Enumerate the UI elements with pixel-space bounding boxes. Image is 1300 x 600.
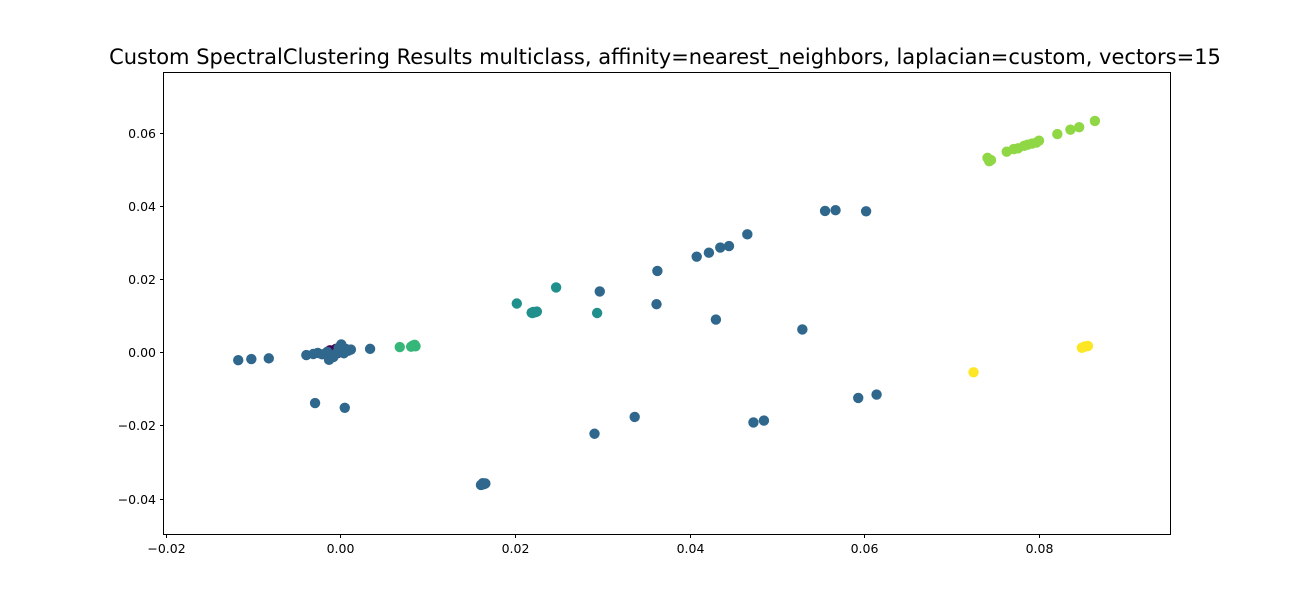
data-point — [985, 154, 997, 166]
data-point — [830, 205, 841, 216]
data-point — [1052, 128, 1063, 140]
data-point — [853, 392, 864, 404]
y-tick-label: 0.02 — [128, 272, 156, 287]
data-point — [527, 307, 538, 319]
y-tick-label: 0.06 — [128, 126, 156, 141]
chart-title: Custom SpectralClustering Results multic… — [109, 45, 1221, 70]
data-point — [715, 242, 726, 253]
data-point — [703, 247, 715, 258]
data-point — [651, 299, 662, 310]
y-tick-label: 0.04 — [128, 199, 156, 214]
data-point — [1065, 124, 1076, 135]
plot-frame — [163, 72, 1171, 535]
series-3 — [394, 339, 421, 353]
data-point — [475, 479, 487, 491]
x-axis: −0.02 0.00 0.02 0.04 0.06 0.08 — [147, 534, 1053, 556]
series-4 — [982, 115, 1101, 167]
x-tick-label: 0.00 — [327, 541, 355, 556]
x-tick-label: 0.02 — [502, 541, 530, 556]
data-point — [629, 411, 640, 423]
data-point — [710, 314, 722, 325]
data-point — [339, 402, 350, 413]
data-point — [394, 341, 405, 353]
x-tick-label: 0.08 — [1026, 541, 1054, 556]
data-point — [589, 428, 600, 439]
data-point — [345, 344, 357, 355]
data-point — [309, 397, 321, 409]
data-point — [1089, 115, 1101, 127]
data-point — [233, 355, 244, 366]
y-tick-label: −0.04 — [118, 492, 156, 507]
data-point — [871, 389, 882, 400]
x-tick-label: 0.06 — [851, 541, 879, 556]
data-point — [410, 341, 421, 352]
data-point — [591, 307, 603, 319]
data-point — [742, 229, 753, 240]
data-point — [968, 367, 979, 378]
data-point — [758, 415, 770, 426]
y-tick-label: −0.02 — [118, 418, 156, 433]
data-point — [594, 286, 605, 297]
series-1 — [233, 205, 882, 491]
data-point — [364, 343, 376, 355]
data-point — [652, 265, 663, 277]
series-5 — [968, 340, 1094, 378]
data-point — [1073, 121, 1085, 133]
data-point — [1078, 341, 1089, 353]
y-axis: −0.04 −0.02 0.00 0.02 0.04 0.06 — [118, 126, 164, 507]
data-point — [819, 205, 831, 217]
data-point — [263, 353, 274, 364]
data-point — [860, 206, 872, 217]
x-tick-label: −0.02 — [147, 541, 185, 556]
data-point — [550, 282, 562, 293]
x-tick-label: 0.04 — [677, 541, 705, 556]
data-point — [748, 417, 759, 428]
data-point — [723, 240, 735, 252]
data-point — [691, 251, 702, 262]
data-point — [511, 298, 522, 309]
data-point — [797, 324, 808, 335]
points-layer — [233, 115, 1101, 491]
series-2 — [511, 282, 603, 319]
data-point — [323, 354, 335, 366]
data-point — [1033, 135, 1045, 146]
y-tick-label: 0.00 — [128, 345, 156, 360]
data-point — [246, 353, 257, 365]
